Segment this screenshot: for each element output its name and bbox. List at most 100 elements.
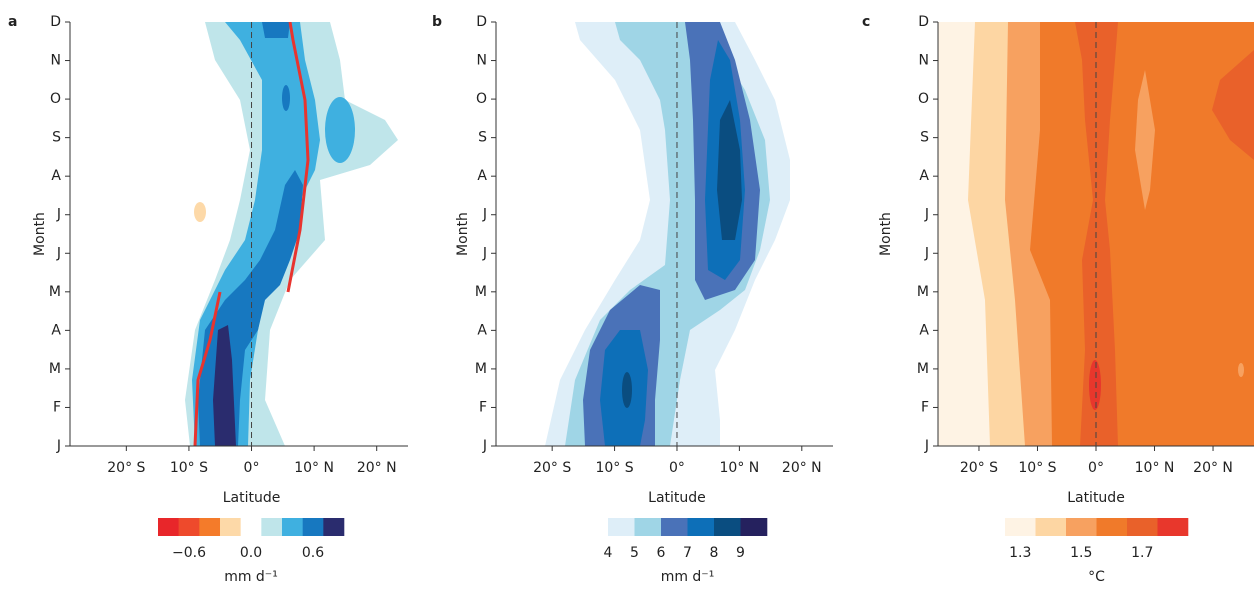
y-axis-label: Month bbox=[455, 212, 471, 256]
colorbar-tick-label: 5 bbox=[630, 545, 639, 561]
y-axis-label: Month bbox=[32, 212, 48, 256]
colorbar-swatch bbox=[323, 518, 345, 536]
panel-label: a bbox=[8, 14, 17, 30]
itcz-line bbox=[286, 22, 310, 293]
y-tick-label: A bbox=[51, 168, 61, 184]
colorbar-tick-label: 4 bbox=[604, 545, 613, 561]
colorbar-swatch bbox=[220, 518, 241, 536]
x-tick-label: 0° bbox=[1088, 460, 1104, 476]
colorbar-swatch bbox=[178, 518, 200, 536]
colorbar-swatch bbox=[240, 518, 262, 536]
itcz-line bbox=[193, 291, 222, 446]
x-axis-label: Latitude bbox=[648, 490, 706, 506]
colorbar-tick-label: 8 bbox=[710, 545, 719, 561]
colorbar-swatch bbox=[199, 518, 221, 536]
colorbar-swatch bbox=[282, 518, 303, 536]
colorbar-swatch bbox=[661, 518, 688, 536]
y-tick-label: M bbox=[49, 284, 61, 300]
y-tick-label: M bbox=[475, 361, 487, 377]
colorbar-swatch bbox=[158, 518, 179, 536]
colorbar-swatch bbox=[687, 518, 715, 536]
x-tick-label: 20° S bbox=[533, 460, 571, 476]
y-tick-label: M bbox=[917, 284, 929, 300]
x-tick-label: 20° S bbox=[107, 460, 145, 476]
colorbar-swatch bbox=[1066, 518, 1097, 536]
x-tick-label: 0° bbox=[669, 460, 685, 476]
contour bbox=[213, 325, 236, 446]
y-tick-label: S bbox=[478, 130, 487, 146]
contour bbox=[622, 372, 632, 408]
colorbar-tick-label: 0.6 bbox=[302, 545, 324, 561]
colorbar-swatch bbox=[608, 518, 635, 536]
colorbar-swatch bbox=[1035, 518, 1067, 536]
contour bbox=[325, 97, 355, 163]
y-tick-label: A bbox=[919, 322, 929, 338]
y-tick-label: J bbox=[56, 245, 61, 261]
y-tick-label: J bbox=[56, 438, 61, 454]
colorbar-swatch bbox=[714, 518, 741, 536]
y-tick-label: A bbox=[51, 322, 61, 338]
contour bbox=[1238, 363, 1244, 377]
colorbar-swatch bbox=[1157, 518, 1189, 536]
x-tick-label: 20° N bbox=[357, 460, 397, 476]
x-tick-label: 10° N bbox=[720, 460, 760, 476]
y-tick-label: J bbox=[924, 245, 929, 261]
y-tick-label: A bbox=[477, 322, 487, 338]
colorbar-tick-label: 6 bbox=[657, 545, 666, 561]
contour bbox=[262, 22, 290, 38]
x-axis-label: Latitude bbox=[1067, 490, 1125, 506]
x-tick-label: 10° S bbox=[170, 460, 208, 476]
colorbar-unit: mm d⁻¹ bbox=[224, 569, 278, 585]
x-tick-label: 20° N bbox=[1193, 460, 1233, 476]
y-tick-label: J bbox=[924, 438, 929, 454]
y-tick-label: J bbox=[482, 207, 487, 223]
x-tick-label: 10° S bbox=[1018, 460, 1056, 476]
colorbar-swatch bbox=[1096, 518, 1128, 536]
contours bbox=[545, 22, 790, 446]
contour bbox=[717, 100, 742, 240]
colorbar-unit: mm d⁻¹ bbox=[661, 569, 715, 585]
y-tick-label: D bbox=[50, 14, 61, 30]
x-tick-label: 10° N bbox=[294, 460, 334, 476]
y-tick-label: N bbox=[477, 53, 487, 69]
colorbar-swatch bbox=[634, 518, 662, 536]
y-tick-label: M bbox=[475, 284, 487, 300]
colorbar-swatch bbox=[302, 518, 324, 536]
y-tick-label: J bbox=[482, 245, 487, 261]
colorbar-tick-label: 1.3 bbox=[1009, 545, 1031, 561]
contour bbox=[1089, 360, 1101, 410]
y-tick-label: O bbox=[476, 91, 487, 107]
y-tick-label: S bbox=[52, 130, 61, 146]
colorbar-tick-label: 0.0 bbox=[240, 545, 262, 561]
y-tick-label: F bbox=[53, 399, 61, 415]
colorbar-tick-label: 7 bbox=[683, 545, 692, 561]
panel-label: b bbox=[432, 14, 442, 30]
colorbar-tick-label: 1.7 bbox=[1131, 545, 1153, 561]
y-tick-label: D bbox=[918, 14, 929, 30]
y-tick-label: M bbox=[49, 361, 61, 377]
y-tick-label: A bbox=[477, 168, 487, 184]
colorbar-swatch bbox=[261, 518, 283, 536]
panel-label: c bbox=[862, 14, 870, 30]
contour bbox=[282, 85, 290, 111]
contour bbox=[194, 202, 206, 222]
y-tick-label: J bbox=[482, 438, 487, 454]
y-tick-label: N bbox=[51, 53, 61, 69]
y-tick-label: D bbox=[476, 14, 487, 30]
colorbar-unit: °C bbox=[1088, 569, 1105, 585]
x-axis-label: Latitude bbox=[223, 490, 281, 506]
colorbar-tick-label: 9 bbox=[736, 545, 745, 561]
colorbar-tick-label: −0.6 bbox=[172, 545, 206, 561]
colorbar-tick-label: 1.5 bbox=[1070, 545, 1092, 561]
contour bbox=[1212, 50, 1254, 160]
y-axis-label: Month bbox=[878, 212, 894, 256]
y-tick-label: M bbox=[917, 361, 929, 377]
x-tick-label: 10° S bbox=[595, 460, 633, 476]
y-tick-label: F bbox=[921, 399, 929, 415]
y-tick-label: S bbox=[920, 130, 929, 146]
x-tick-label: 20° S bbox=[960, 460, 998, 476]
y-tick-label: J bbox=[56, 207, 61, 223]
contours bbox=[185, 22, 398, 446]
colorbar-swatch bbox=[740, 518, 768, 536]
